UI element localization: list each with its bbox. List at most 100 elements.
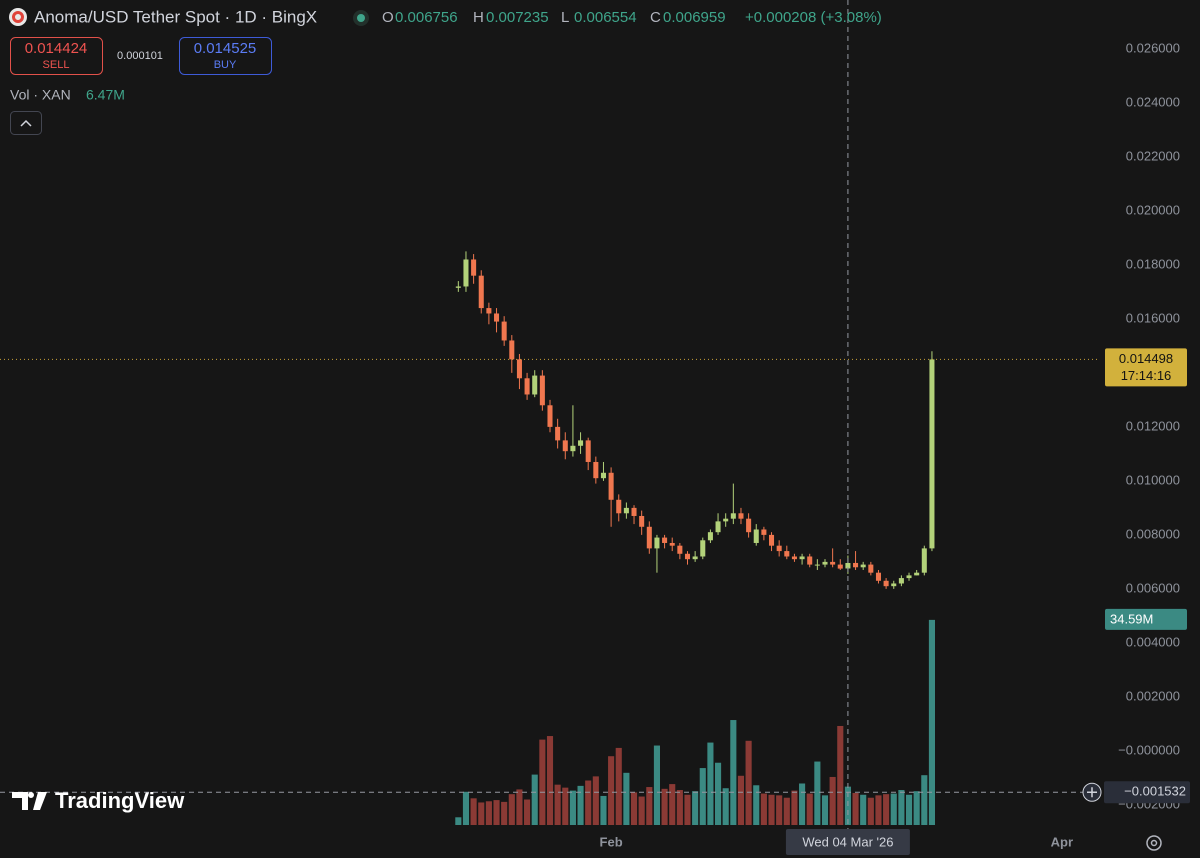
ohlc-prefix: L bbox=[561, 9, 569, 26]
collapse-icon bbox=[20, 119, 32, 127]
crosshair-x-label: Wed 04 Mar '26 bbox=[802, 834, 893, 849]
volume-label: 34.59M bbox=[1110, 611, 1153, 626]
candle-body bbox=[600, 472, 606, 479]
candle-body bbox=[623, 507, 629, 514]
volume-bar bbox=[821, 795, 829, 825]
volume-bar bbox=[890, 793, 897, 825]
watermark-text: TradingView bbox=[55, 788, 185, 813]
candle-body bbox=[700, 540, 706, 557]
volume-bar bbox=[829, 776, 836, 825]
volume-bar bbox=[692, 791, 699, 825]
volume-bar bbox=[638, 796, 645, 825]
crosshair-y-label: −0.001532 bbox=[1124, 784, 1186, 799]
candle-body bbox=[914, 572, 920, 576]
x-tick-label: Apr bbox=[1051, 834, 1073, 849]
buy-button[interactable] bbox=[179, 37, 272, 75]
candle-body bbox=[784, 551, 790, 557]
volume-bar bbox=[814, 761, 821, 825]
volume-bar bbox=[546, 736, 554, 825]
volume-bar bbox=[707, 742, 714, 825]
candle-body bbox=[692, 556, 698, 560]
y-tick-label: −0.000000 bbox=[1118, 742, 1180, 757]
candle-body bbox=[684, 553, 691, 560]
volume-bar bbox=[684, 794, 691, 825]
collapse-button[interactable] bbox=[10, 111, 42, 135]
settings-icon bbox=[1150, 839, 1158, 847]
volume-bar bbox=[745, 740, 752, 825]
status-dot bbox=[357, 14, 365, 22]
ohlc-value: 0.006756 bbox=[395, 9, 458, 26]
candle-body bbox=[486, 308, 492, 314]
sell-button[interactable] bbox=[10, 37, 103, 75]
countdown-label: 17:14:16 bbox=[1121, 368, 1172, 383]
candle-body bbox=[761, 529, 767, 535]
y-tick-label: 0.016000 bbox=[1126, 310, 1180, 325]
volume-bar bbox=[898, 790, 905, 825]
volume-bar bbox=[928, 619, 935, 825]
candle-body bbox=[921, 548, 927, 573]
candle-body bbox=[898, 578, 904, 584]
candle-body bbox=[868, 564, 874, 573]
volume-bar bbox=[569, 790, 576, 825]
volume-bar bbox=[516, 789, 523, 825]
crosshair-y-box bbox=[1104, 781, 1190, 804]
candle-body bbox=[746, 518, 752, 533]
volume-bar bbox=[768, 794, 775, 825]
volume-bar bbox=[883, 794, 890, 825]
volume-bar bbox=[722, 788, 729, 825]
candle-body bbox=[715, 521, 721, 533]
y-tick-label: 0.006000 bbox=[1126, 580, 1180, 595]
sell-price: 0.014424 bbox=[25, 40, 88, 57]
spread: 0.000101 bbox=[117, 50, 163, 62]
volume-bar bbox=[539, 739, 546, 825]
settings-button[interactable] bbox=[1146, 835, 1162, 851]
exchange-logo bbox=[9, 8, 27, 26]
ohlc-change: +0.000208 (+3.08%) bbox=[745, 9, 882, 26]
candle-body bbox=[639, 515, 645, 527]
volume-bar bbox=[501, 801, 508, 825]
sell-label: SELL bbox=[43, 59, 70, 71]
candle-body bbox=[791, 556, 797, 560]
candle-body bbox=[906, 575, 912, 579]
exchange-logo-mark bbox=[12, 11, 24, 23]
volume-bar bbox=[760, 793, 767, 825]
candle-body bbox=[883, 580, 889, 587]
ohlc-prefix: H bbox=[473, 9, 484, 26]
candle-body bbox=[814, 564, 820, 566]
volume-bar bbox=[921, 775, 928, 825]
candle-body bbox=[654, 537, 660, 549]
ohlc-value: 0.006554 bbox=[574, 9, 637, 26]
candle-body bbox=[455, 286, 461, 288]
watermark-logo bbox=[12, 792, 47, 810]
volume-bar bbox=[715, 762, 722, 825]
candle-body bbox=[707, 532, 713, 541]
add-alert-icon bbox=[1087, 787, 1097, 798]
candle-body bbox=[570, 445, 576, 452]
last-price-label: 0.014498 bbox=[1119, 351, 1173, 366]
volume-bar bbox=[493, 800, 500, 825]
volume-bar bbox=[676, 790, 683, 825]
candle-body bbox=[753, 529, 759, 543]
candle-body bbox=[929, 359, 935, 549]
volume-bar bbox=[462, 791, 470, 825]
candle-body bbox=[822, 561, 828, 565]
y-tick-label: 0.020000 bbox=[1126, 202, 1180, 217]
volume-bar bbox=[852, 792, 859, 825]
volume-bar bbox=[470, 798, 477, 825]
volume-bar bbox=[867, 797, 874, 825]
candle-body bbox=[875, 572, 881, 581]
volume-bar bbox=[585, 780, 592, 825]
candle-body bbox=[539, 375, 545, 406]
volume-bar bbox=[630, 792, 638, 825]
candle-body bbox=[585, 440, 591, 462]
candle-body bbox=[562, 440, 568, 452]
candle-body bbox=[616, 499, 622, 514]
volume-bar bbox=[577, 785, 584, 825]
candle-body bbox=[837, 564, 843, 569]
volume-bar bbox=[478, 802, 485, 825]
volume-label-box bbox=[1105, 608, 1187, 630]
volume-bar bbox=[508, 794, 515, 825]
volume-bar bbox=[737, 775, 745, 825]
candle-body bbox=[776, 545, 782, 552]
